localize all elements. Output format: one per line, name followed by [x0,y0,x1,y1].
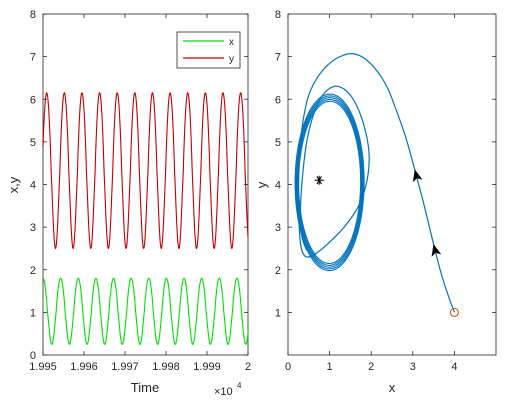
left-x-tick-label: 1.997 [111,361,139,373]
right-series-group [294,52,459,317]
left-x-tick-label: 1.998 [152,361,180,373]
right-y-tick-label: 7 [275,52,281,64]
right-x-axis-label: x [389,380,396,395]
series-line-y [42,91,249,250]
direction-arrow-icon [431,243,442,257]
limit-cycle-loop [298,100,362,265]
left-x-tick-label: 1.995 [29,361,57,373]
phase-portrait-panel: 0 1 2 3 4 1 2 3 4 5 6 7 8 x y [254,9,497,395]
right-x-tick-label: 2 [368,361,374,373]
time-series-panel: 1.995 1.996 1.997 1.998 1.999 2 0 1 2 3 4 5 6 7 8 Time… [6,9,251,398]
left-y-tick-label: 2 [30,265,36,277]
left-y-tick-label: 3 [30,222,36,234]
right-x-tick-label: 0 [285,361,291,373]
right-ticks-group: 0 1 2 3 4 1 2 3 4 5 6 7 8 [275,9,496,373]
x-multiplier-exponent: 4 [237,381,242,390]
limit-cycle-loop [296,97,363,268]
limit-cycle-loop [295,95,364,270]
left-y-tick-label: 4 [30,180,36,192]
left-y-tick-label: 8 [30,9,36,21]
series-line-x [42,277,249,346]
legend-label-x: x [229,37,234,48]
right-y-tick-label: 2 [275,265,281,277]
x-multiplier-label: ×10 [214,386,233,398]
limit-cycle-loop [297,98,363,266]
left-x-axis-label: Time [131,380,159,395]
right-y-tick-label: 5 [275,137,281,149]
right-x-tick-label: 1 [327,361,333,373]
right-y-tick-label: 8 [275,9,281,21]
left-y-tick-label: 5 [30,137,36,149]
left-series-group [42,91,249,346]
trajectory-transient [297,52,455,313]
start-point-marker [449,307,459,317]
legend: x y [176,31,241,69]
direction-arrow-icon [412,169,423,183]
left-y-tick-label: 1 [30,307,36,319]
equilibrium-asterisk-marker [314,175,324,185]
left-x-tick-label: 2 [245,361,251,373]
right-y-axis-label: y [254,181,269,188]
legend-box [176,31,241,69]
left-y-tick-label: 7 [30,52,36,64]
right-y-tick-label: 6 [275,94,281,106]
left-y-tick-label: 0 [30,350,36,362]
right-x-tick-label: 4 [451,361,457,373]
left-x-tick-label: 1.996 [70,361,98,373]
right-y-tick-label: 1 [275,307,281,319]
left-y-axis-label: x,y [6,176,21,193]
right-y-tick-label: 3 [275,222,281,234]
right-y-tick-label: 4 [275,180,281,192]
legend-label-y: y [229,54,234,65]
left-y-tick-label: 6 [30,94,36,106]
right-x-tick-label: 3 [410,361,416,373]
left-x-tick-label: 1.999 [193,361,221,373]
limit-cycle-loop [294,93,365,272]
left-ticks-group: 1.995 1.996 1.997 1.998 1.999 2 0 1 2 3 4 5 6 7 8 [29,9,251,373]
